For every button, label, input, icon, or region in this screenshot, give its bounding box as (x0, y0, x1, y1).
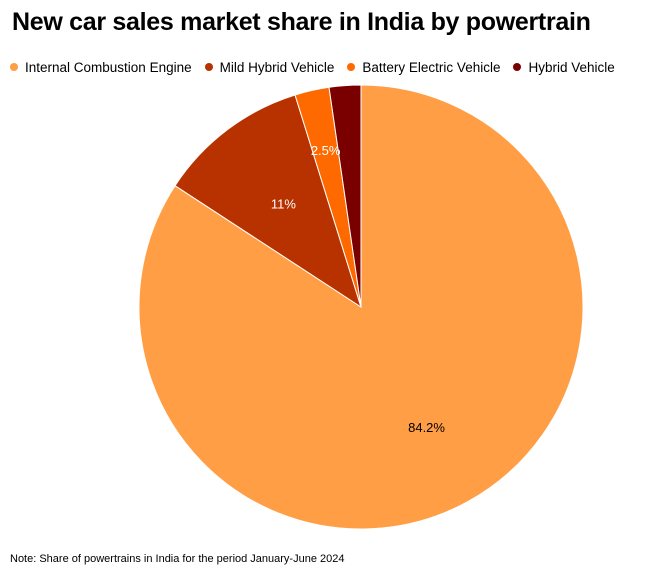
legend-dot-hybrid (513, 63, 522, 71)
legend-item-mild-hybrid: Mild Hybrid Vehicle (204, 59, 335, 75)
chart-title: New car sales market share in India by p… (12, 8, 591, 36)
chart-note: Note: Share of powertrains in India for … (10, 553, 345, 565)
legend-label-hybrid: Hybrid Vehicle (528, 59, 615, 75)
slice-mild-hybrid (174, 94, 362, 309)
pie-slices (138, 84, 584, 530)
slice-bev-label: 2.5% (311, 143, 341, 158)
legend-label-mild-hybrid: Mild Hybrid Vehicle (219, 59, 335, 75)
legend-item-ice: Internal Combustion Engine (10, 60, 192, 75)
slice-ice-label: 84.2% (408, 420, 445, 435)
slice-mild-hybrid-label: 11% (271, 196, 296, 211)
legend-label-bev: Battery Electric Vehicle (362, 59, 501, 75)
legend-dot-bev (347, 63, 356, 71)
pie-labels: 84.2% 11% 2.5% (271, 143, 446, 435)
chart-legend: Internal Combustion Engine Mild Hybrid V… (10, 58, 628, 76)
legend-item-bev: Battery Electric Vehicle (347, 60, 500, 75)
legend-label-ice: Internal Combustion Engine (25, 59, 192, 75)
legend-dot-ice (10, 63, 18, 71)
slice-hybrid (328, 84, 362, 308)
legend-item-hybrid: Hybrid Vehicle (513, 59, 615, 75)
legend-dot-mild-hybrid (204, 63, 213, 71)
